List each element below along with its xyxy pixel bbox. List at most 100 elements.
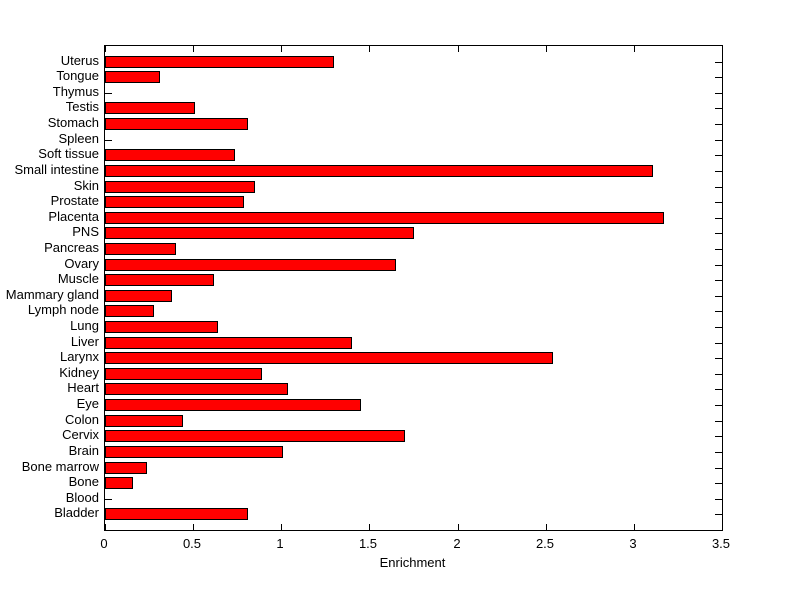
y-axis-tick-right (715, 436, 722, 437)
category-label-liver: Liver (70, 334, 99, 349)
y-axis-tick-right (715, 311, 722, 312)
category-label-stomach: Stomach (47, 115, 99, 130)
category-label-testis: Testis (65, 99, 99, 114)
y-axis-tick-right (715, 77, 722, 78)
y-axis-tick-right (715, 421, 722, 422)
category-label-skin: Skin (73, 178, 99, 193)
x-axis-tick-top (369, 46, 370, 52)
x-axis-label: Enrichment (379, 555, 446, 570)
x-tick-label-3: 3 (629, 536, 637, 551)
category-label-small-intestine: Small intestine (14, 162, 99, 177)
category-label-mammary-gland: Mammary gland (5, 287, 99, 302)
plot-area (104, 45, 723, 531)
y-axis-tick-left (105, 93, 112, 94)
bar-colon (105, 415, 183, 427)
category-label-prostate: Prostate (50, 193, 99, 208)
category-label-lymph-node: Lymph node (27, 302, 99, 317)
bar-tongue (105, 71, 160, 83)
bar-lung (105, 321, 218, 333)
bar-kidney (105, 368, 262, 380)
bar-bone-marrow (105, 462, 147, 474)
x-axis-tick-top (722, 46, 723, 52)
y-axis-tick-right (715, 140, 722, 141)
y-axis-tick-right (715, 108, 722, 109)
x-tick-label-1: 1 (276, 536, 284, 551)
y-axis-tick-right (715, 265, 722, 266)
bar-bone (105, 477, 133, 489)
y-axis-tick-right (715, 343, 722, 344)
category-label-ovary: Ovary (64, 256, 99, 271)
y-axis-tick-right (715, 405, 722, 406)
category-label-tongue: Tongue (56, 68, 99, 83)
category-label-bone: Bone (68, 474, 99, 489)
bar-ovary (105, 259, 396, 271)
category-label-soft-tissue: Soft tissue (38, 146, 99, 161)
x-axis-tick-top (105, 46, 106, 52)
category-label-pancreas: Pancreas (44, 240, 99, 255)
x-axis-tick-bottom (193, 524, 194, 530)
bar-prostate (105, 196, 244, 208)
y-axis-tick-right (715, 218, 722, 219)
y-axis-tick-left (105, 140, 112, 141)
y-axis-tick-right (715, 374, 722, 375)
bar-bladder (105, 508, 248, 520)
bar-soft-tissue (105, 149, 235, 161)
category-label-bone-marrow: Bone marrow (21, 459, 99, 474)
bar-larynx (105, 352, 553, 364)
category-label-kidney: Kidney (59, 365, 99, 380)
bar-small-intestine (105, 165, 653, 177)
x-axis-tick-top (546, 46, 547, 52)
category-label-lung: Lung (70, 318, 99, 333)
category-label-thymus: Thymus (52, 84, 99, 99)
bar-mammary-gland (105, 290, 172, 302)
y-axis-tick-right (715, 171, 722, 172)
y-axis-tick-right (715, 155, 722, 156)
y-axis-tick-right (715, 499, 722, 500)
x-tick-label-2.5: 2.5 (535, 536, 555, 551)
bar-placenta (105, 212, 664, 224)
x-axis-tick-bottom (546, 524, 547, 530)
bar-eye (105, 399, 361, 411)
category-label-muscle: Muscle (57, 271, 99, 286)
y-axis-tick-right (715, 327, 722, 328)
category-label-uterus: Uterus (60, 53, 99, 68)
category-label-blood: Blood (65, 490, 99, 505)
category-label-colon: Colon (65, 412, 99, 427)
x-axis-tick-bottom (105, 524, 106, 530)
category-label-bladder: Bladder (54, 505, 99, 520)
x-axis-tick-top (281, 46, 282, 52)
bar-pns (105, 227, 414, 239)
x-axis-tick-bottom (722, 524, 723, 530)
x-axis-tick-bottom (634, 524, 635, 530)
x-axis-tick-bottom (281, 524, 282, 530)
y-axis-tick-right (715, 62, 722, 63)
bar-pancreas (105, 243, 176, 255)
x-tick-label-2: 2 (453, 536, 461, 551)
y-axis-tick-right (715, 202, 722, 203)
category-label-placenta: Placenta (48, 209, 99, 224)
y-axis-tick-right (715, 358, 722, 359)
bar-lymph-node (105, 305, 154, 317)
y-axis-tick-right (715, 452, 722, 453)
category-label-heart: Heart (67, 380, 99, 395)
x-axis-tick-top (458, 46, 459, 52)
y-axis-tick-right (715, 280, 722, 281)
bar-stomach (105, 118, 248, 130)
bar-skin (105, 181, 255, 193)
x-tick-label-0.5: 0.5 (182, 536, 202, 551)
y-axis-tick-right (715, 249, 722, 250)
category-label-cervix: Cervix (62, 427, 99, 442)
y-axis-tick-right (715, 468, 722, 469)
x-axis-tick-bottom (458, 524, 459, 530)
y-axis-tick-right (715, 389, 722, 390)
bar-heart (105, 383, 288, 395)
x-tick-label-0: 0 (100, 536, 108, 551)
y-axis-tick-right (715, 233, 722, 234)
y-axis-tick-left (105, 499, 112, 500)
x-axis-tick-top (193, 46, 194, 52)
bar-muscle (105, 274, 214, 286)
category-label-spleen: Spleen (58, 131, 99, 146)
category-label-eye: Eye (76, 396, 99, 411)
x-axis-tick-bottom (369, 524, 370, 530)
